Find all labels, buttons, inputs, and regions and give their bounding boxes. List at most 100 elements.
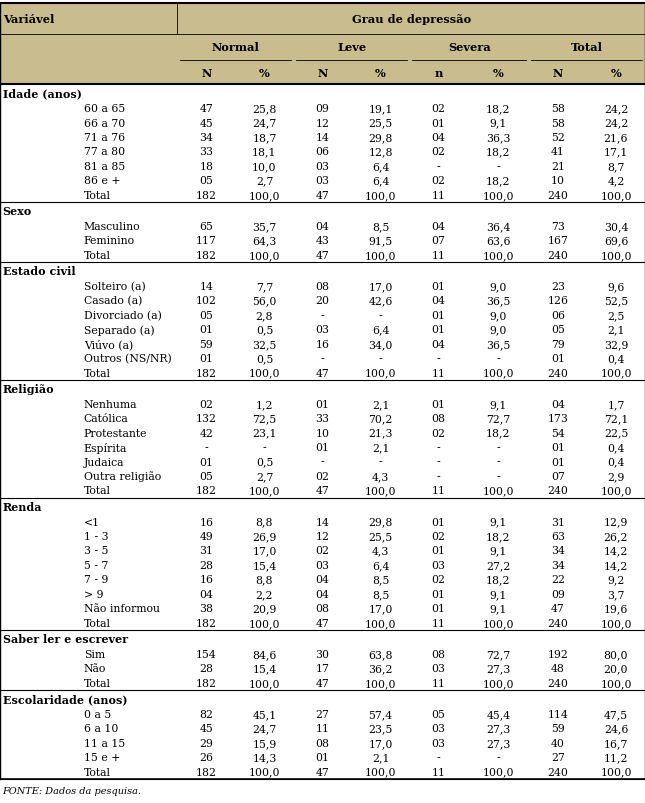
Text: 21,3: 21,3 bbox=[368, 428, 393, 438]
Text: 29,8: 29,8 bbox=[368, 132, 393, 143]
Text: 9,1: 9,1 bbox=[490, 589, 507, 599]
Text: 0,4: 0,4 bbox=[608, 457, 624, 467]
Text: 182: 182 bbox=[196, 369, 217, 378]
Text: 100,0: 100,0 bbox=[600, 486, 631, 495]
Text: 11: 11 bbox=[315, 724, 330, 733]
Text: 0,5: 0,5 bbox=[256, 325, 273, 335]
Text: 04: 04 bbox=[315, 222, 330, 231]
Text: 24,2: 24,2 bbox=[604, 104, 628, 114]
Text: 8,7: 8,7 bbox=[608, 161, 624, 172]
Text: 100,0: 100,0 bbox=[249, 251, 280, 260]
Text: -: - bbox=[497, 354, 500, 364]
Text: 9,1: 9,1 bbox=[490, 604, 507, 613]
Text: 02: 02 bbox=[432, 104, 446, 114]
Text: 100,0: 100,0 bbox=[600, 618, 631, 628]
Text: 23,5: 23,5 bbox=[368, 724, 393, 733]
Text: Grau de depressão: Grau de depressão bbox=[352, 14, 471, 25]
Text: 7 - 9: 7 - 9 bbox=[84, 575, 108, 585]
Text: 15,4: 15,4 bbox=[252, 663, 277, 674]
Text: 9,0: 9,0 bbox=[490, 311, 507, 320]
Text: 0 a 5: 0 a 5 bbox=[84, 709, 111, 719]
Text: 9,2: 9,2 bbox=[608, 575, 624, 585]
Text: 02: 02 bbox=[432, 575, 446, 585]
Text: -: - bbox=[497, 161, 500, 172]
Text: 17: 17 bbox=[315, 663, 330, 674]
Text: 19,1: 19,1 bbox=[368, 104, 393, 114]
Text: 33: 33 bbox=[199, 147, 213, 157]
Text: 05: 05 bbox=[199, 471, 213, 482]
Text: 47: 47 bbox=[315, 190, 330, 201]
Text: 04: 04 bbox=[432, 340, 446, 349]
Text: 45,1: 45,1 bbox=[252, 709, 277, 719]
Text: 47: 47 bbox=[199, 104, 213, 114]
Text: 01: 01 bbox=[199, 457, 213, 467]
Text: 100,0: 100,0 bbox=[600, 678, 631, 688]
Text: 10: 10 bbox=[315, 428, 330, 438]
Text: 132: 132 bbox=[196, 414, 217, 424]
Text: 100,0: 100,0 bbox=[249, 678, 280, 688]
Text: 10: 10 bbox=[551, 176, 565, 186]
Text: 56,0: 56,0 bbox=[252, 296, 277, 306]
Text: 03: 03 bbox=[432, 724, 446, 733]
Text: Normal: Normal bbox=[212, 43, 259, 53]
Text: 100,0: 100,0 bbox=[482, 678, 514, 688]
Text: 100,0: 100,0 bbox=[600, 767, 631, 777]
Text: 100,0: 100,0 bbox=[365, 190, 396, 201]
Text: 26,2: 26,2 bbox=[604, 532, 628, 541]
Text: 04: 04 bbox=[432, 296, 446, 306]
Text: 6,4: 6,4 bbox=[372, 560, 389, 570]
Text: 14: 14 bbox=[315, 132, 330, 143]
Text: 16: 16 bbox=[315, 340, 330, 349]
Text: 86 e +: 86 e + bbox=[84, 176, 121, 186]
Text: 79: 79 bbox=[551, 340, 565, 349]
Text: -: - bbox=[437, 354, 441, 364]
Text: 100,0: 100,0 bbox=[365, 767, 396, 777]
Text: Sexo: Sexo bbox=[3, 206, 32, 217]
Text: Católica: Católica bbox=[84, 414, 128, 424]
Text: 2,7: 2,7 bbox=[256, 176, 273, 186]
Text: 100,0: 100,0 bbox=[482, 190, 514, 201]
Text: 16,7: 16,7 bbox=[604, 738, 628, 748]
Text: -: - bbox=[379, 457, 382, 467]
Text: 18,2: 18,2 bbox=[486, 532, 510, 541]
Text: 08: 08 bbox=[315, 738, 330, 748]
Text: 04: 04 bbox=[551, 399, 565, 410]
Text: 6,4: 6,4 bbox=[372, 325, 389, 335]
Text: 40: 40 bbox=[551, 738, 565, 748]
Text: 102: 102 bbox=[196, 296, 217, 306]
Text: Nenhuma: Nenhuma bbox=[84, 399, 137, 410]
Text: Saber ler e escrever: Saber ler e escrever bbox=[3, 633, 128, 644]
Text: Separado (a): Separado (a) bbox=[84, 324, 154, 335]
Text: 57,4: 57,4 bbox=[368, 709, 393, 719]
Text: 2,1: 2,1 bbox=[372, 442, 390, 453]
Text: Religião: Religião bbox=[3, 383, 54, 394]
Text: 11: 11 bbox=[432, 486, 446, 495]
Text: 01: 01 bbox=[551, 442, 565, 453]
Text: 182: 182 bbox=[196, 251, 217, 260]
Text: 06: 06 bbox=[551, 311, 565, 320]
Text: 126: 126 bbox=[548, 296, 568, 306]
Text: 17,0: 17,0 bbox=[368, 738, 393, 748]
Text: 2,1: 2,1 bbox=[607, 325, 625, 335]
Text: 2,5: 2,5 bbox=[608, 311, 624, 320]
Text: 02: 02 bbox=[432, 176, 446, 186]
Text: 182: 182 bbox=[196, 486, 217, 495]
Text: 36,5: 36,5 bbox=[486, 340, 510, 349]
Text: 09: 09 bbox=[315, 104, 330, 114]
Text: FONTE: Dados da pesquisa.: FONTE: Dados da pesquisa. bbox=[3, 786, 142, 796]
Text: 01: 01 bbox=[432, 517, 446, 527]
Text: 45,4: 45,4 bbox=[486, 709, 510, 719]
Text: %: % bbox=[259, 67, 270, 79]
Text: N: N bbox=[317, 67, 328, 79]
Text: %: % bbox=[493, 67, 504, 79]
Text: 3,7: 3,7 bbox=[608, 589, 624, 599]
Text: 26,9: 26,9 bbox=[252, 532, 277, 541]
Text: 07: 07 bbox=[551, 471, 565, 482]
Text: 14,3: 14,3 bbox=[252, 752, 277, 762]
Text: Sim: Sim bbox=[84, 649, 105, 659]
Text: 100,0: 100,0 bbox=[365, 618, 396, 628]
Text: 32,9: 32,9 bbox=[604, 340, 628, 349]
Text: 47,5: 47,5 bbox=[604, 709, 628, 719]
Text: 22,5: 22,5 bbox=[604, 428, 628, 438]
Text: 15,9: 15,9 bbox=[252, 738, 277, 748]
